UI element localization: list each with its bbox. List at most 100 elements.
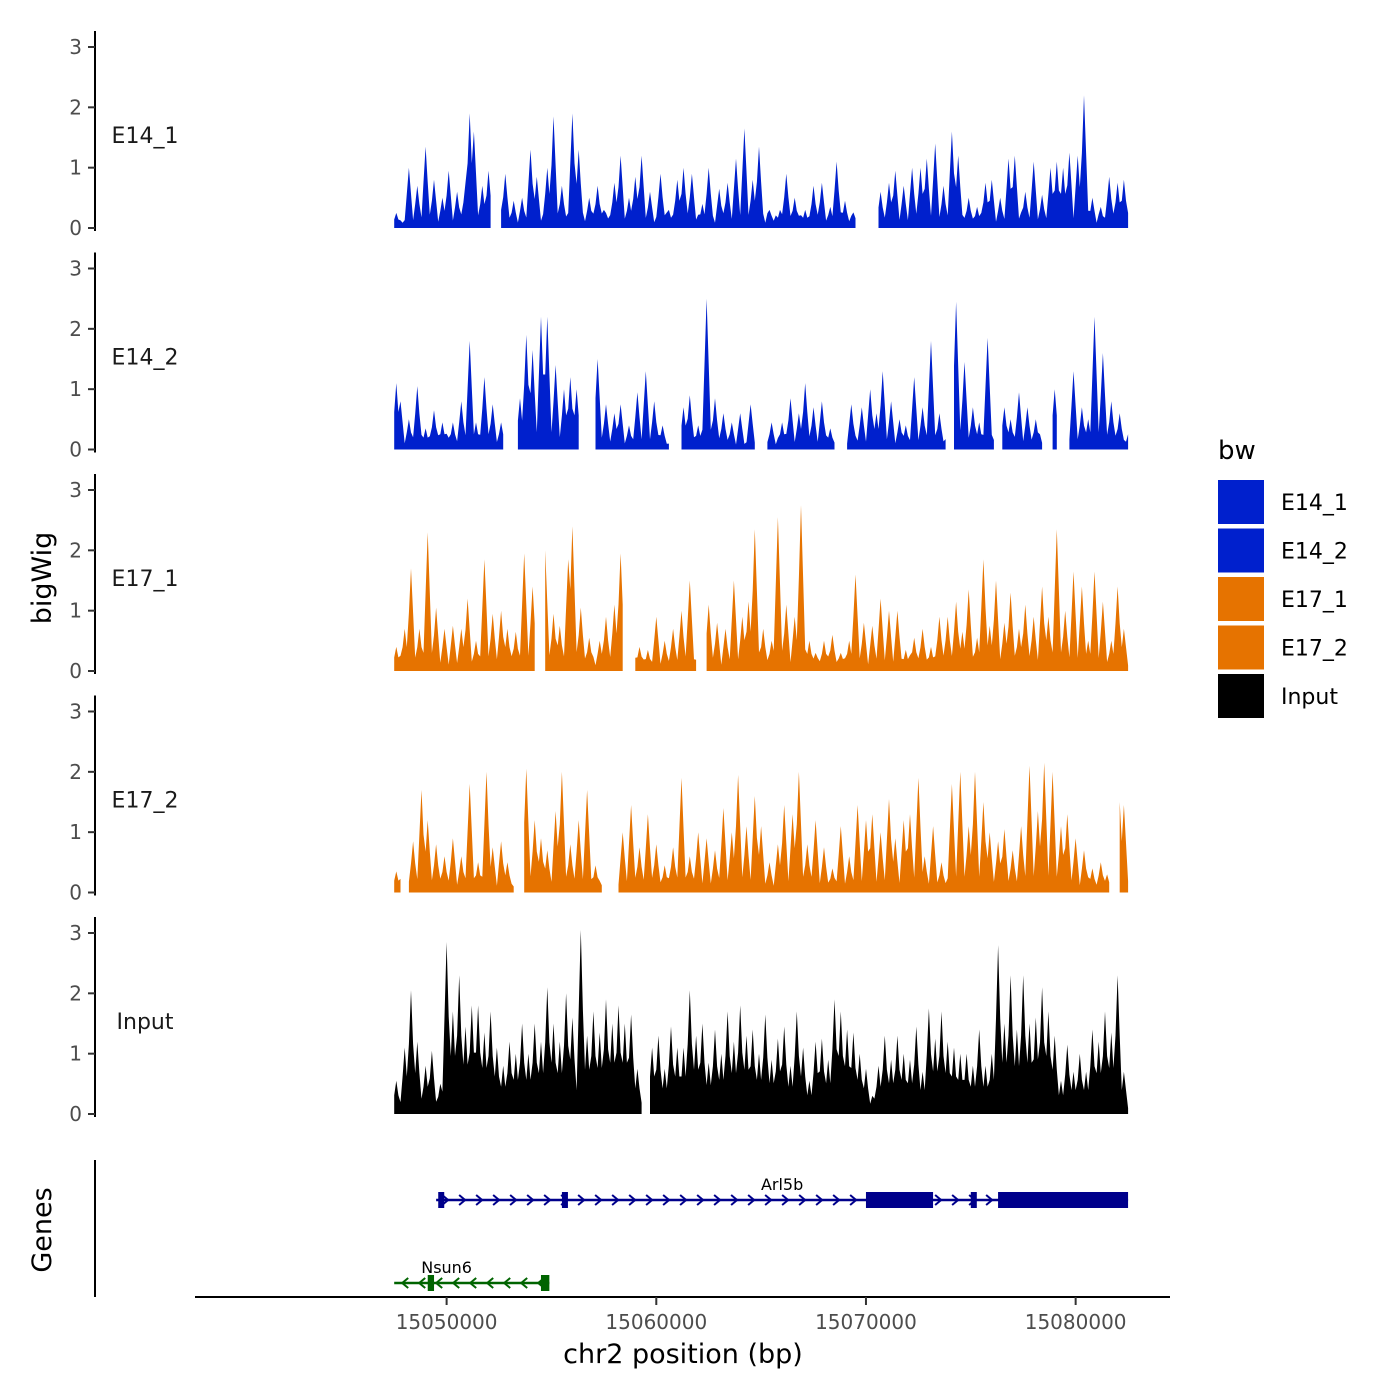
track-label: Input [117,1010,174,1035]
y-tick-label: 3 [69,921,82,945]
exon [561,1192,568,1208]
y-tick-label: 3 [69,700,82,724]
legend-swatch [1218,577,1264,621]
signal-area [394,505,1129,671]
y-tick-label: 3 [69,478,82,502]
y-axis-title: bigWig [27,532,58,625]
strand-arrow [492,1194,501,1206]
x-tick-label: 15050000 [396,1310,498,1334]
track-e17-2: 0 1 2 3 E17_2 [69,695,1129,905]
exon [970,1192,977,1208]
strand-arrow [781,1194,790,1206]
legend-swatch [1218,480,1264,524]
strand-arrow [662,1194,671,1206]
strand-arrow [849,1194,858,1206]
gene-nsun6: Nsun6 [394,1258,550,1291]
track-e14-2: 0 1 2 3 E14_2 [69,252,1129,462]
strand-arrow [798,1194,807,1206]
strand-arrow [951,1194,960,1206]
exon [998,1192,1129,1208]
strand-arrow [832,1194,841,1206]
strand-arrow [815,1194,824,1206]
strand-arrow [468,1277,477,1289]
strand-arrow [451,1277,460,1289]
exon [865,1192,934,1208]
strand-arrow [985,1194,994,1206]
tracks-layer: 0 1 2 3 E14_1 0 1 2 3 E14_2 0 1 2 3 E17_1 0 1 2 3 E17_2 0 1 2 3… [69,31,1129,1126]
strand-arrow [747,1194,756,1206]
exon [438,1192,445,1208]
y-tick-label: 2 [69,538,82,562]
gene-label: Nsun6 [421,1258,472,1277]
strand-arrow [475,1194,484,1206]
track-label: E17_1 [112,567,179,592]
signal-area [394,298,1129,450]
legend-label: E14_1 [1281,491,1348,516]
track-e17-1: 0 1 2 3 E17_1 [69,474,1129,683]
y-tick-label: 2 [69,981,82,1005]
strand-arrow [502,1277,511,1289]
legend-title: bw [1218,436,1256,466]
gene-label: Arl5b [761,1175,803,1194]
y-tick-label: 2 [69,760,82,784]
track-e14-1: 0 1 2 3 E14_1 [69,31,1129,240]
strand-arrow [417,1277,426,1289]
x-tick-label: 15070000 [815,1310,917,1334]
y-tick-label: 0 [69,216,82,240]
y-tick-label: 1 [69,1042,82,1066]
y-tick-label: 2 [69,317,82,341]
strand-arrow [400,1277,409,1289]
track-label: E17_2 [112,789,179,814]
strand-arrow [519,1277,528,1289]
strand-arrow [526,1194,535,1206]
strand-arrow [611,1194,620,1206]
legend-label: E14_2 [1281,540,1348,565]
legend-label: E17_2 [1281,637,1348,662]
y-tick-label: 0 [69,438,82,462]
strand-arrow [543,1194,552,1206]
x-axis-title: chr2 position (bp) [563,1339,803,1370]
y-tick-label: 0 [69,659,82,683]
legend-item-e14-2: E14_2 [1218,528,1348,573]
legend-swatch [1218,674,1264,718]
y-tick-label: 1 [69,377,82,401]
y-tick-label: 3 [69,257,82,281]
legend-label: Input [1281,685,1338,710]
strand-arrow [458,1194,467,1206]
track-input: 0 1 2 3 Input [69,917,1129,1126]
strand-arrow [509,1194,518,1206]
x-axis: 15050000 15060000 15070000 15080000 [195,1296,1170,1334]
strand-arrow [730,1194,739,1206]
legend-swatch [1218,528,1264,573]
y-tick-label: 1 [69,599,82,623]
strand-arrow [696,1194,705,1206]
y-tick-label: 0 [69,881,82,905]
y-tick-label: 3 [69,35,82,59]
strand-arrow [628,1194,637,1206]
strand-arrow [645,1194,654,1206]
strand-arrow [485,1277,494,1289]
x-tick-label: 15080000 [1025,1310,1127,1334]
y-tick-label: 0 [69,1102,82,1126]
strand-arrow [764,1194,773,1206]
track-label: E14_2 [112,346,179,371]
strand-arrow [679,1194,688,1206]
genes-layer: Arl5b Nsun6 [94,1160,1129,1297]
x-tick-label: 15060000 [605,1310,707,1334]
legend-item-input: Input [1218,674,1338,718]
exon [427,1275,435,1291]
signal-area [394,95,1129,228]
track-label: E14_1 [112,124,179,149]
legend-item-e17-1: E17_1 [1218,577,1348,621]
strand-arrow [434,1277,443,1289]
exon [540,1275,550,1291]
legend-item-e14-1: E14_1 [1218,480,1348,524]
gene-arl5b: Arl5b [436,1175,1129,1208]
legend: bw E14_1 E14_2 E17_1 E17_2 Input [1218,436,1348,718]
legend-swatch [1218,625,1264,670]
genes-axis-title: Genes [27,1187,58,1272]
strand-arrow [713,1194,722,1206]
strand-arrow [577,1194,586,1206]
signal-area [394,762,1129,893]
